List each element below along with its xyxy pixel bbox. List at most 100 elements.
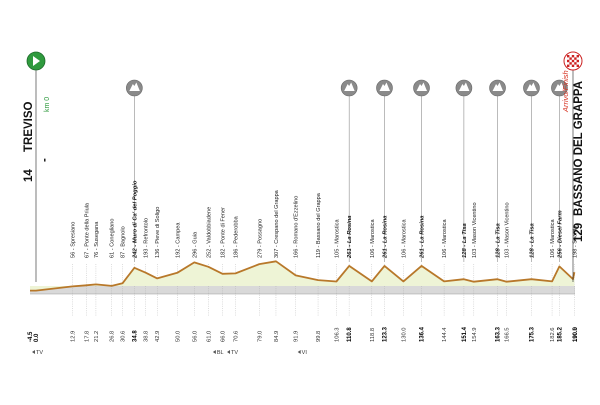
- finish-label: Arrivo/Finish: [561, 70, 570, 113]
- km-label: 151.4: [462, 326, 468, 342]
- checker-cell: [569, 62, 572, 65]
- start-town: TREVISO: [23, 101, 35, 152]
- checker-cell: [571, 64, 575, 67]
- km-label: 21.2: [94, 331, 100, 342]
- waypoint-label: 256 - Diesel Farm: [557, 210, 563, 259]
- km-label: 163.3: [496, 326, 502, 342]
- mountain-icon: [340, 79, 358, 97]
- road-ref-label: TV: [231, 350, 238, 356]
- checker-cell: [567, 55, 570, 58]
- checker-cell: [576, 64, 579, 67]
- checker-cell: [567, 64, 570, 67]
- mountain-icon-shape: [416, 82, 428, 91]
- km-label: 91.9: [294, 331, 300, 342]
- mountain-icon: [376, 79, 393, 97]
- km-label: 110.8: [347, 327, 353, 342]
- km-label: 84.9: [274, 331, 280, 342]
- mountain-icon-shape: [344, 82, 355, 91]
- start-altitude: 14: [23, 169, 35, 182]
- waypoint-label: 103 - Mason Vicentino: [505, 202, 511, 258]
- waypoint-label: 261 - La Rosina: [347, 215, 353, 259]
- waypoint-label: 76 - Susegana: [94, 221, 100, 258]
- waypoint-label: 103 - Mason Vicentino: [472, 202, 478, 258]
- road-ref-label: VI: [302, 350, 308, 356]
- checker-cell: [574, 57, 577, 60]
- checker-cell: [571, 55, 575, 58]
- waypoint-label: 261 - La Rosina: [383, 215, 389, 259]
- mountain-icon-shape: [458, 82, 470, 91]
- km-label: 38.8: [144, 331, 150, 342]
- waypoint-label: 182 - Ponte di Fener: [221, 207, 227, 258]
- km-label: 34.8: [132, 330, 138, 342]
- road-ref-label: TV: [36, 350, 43, 356]
- km-label: 61.0: [206, 331, 212, 342]
- waypoint-label: 106 - Marostica: [442, 219, 448, 258]
- mountain-icon-shape: [526, 82, 537, 91]
- km-label: 70.6: [234, 331, 240, 342]
- base-strip: [30, 286, 575, 294]
- waypoint-label: 166 - Romano d'Ezzelino: [294, 196, 300, 258]
- road-ref-arrow: [32, 350, 35, 354]
- km-label: 17.8: [84, 331, 90, 342]
- km-label: 30.6: [121, 331, 127, 342]
- waypoint-label: 87 - Bagnolo: [121, 226, 127, 258]
- finish-altitude: 129: [573, 223, 585, 242]
- km-label: 136.4: [420, 326, 426, 342]
- waypoint-label: 307 - Crespano del Grappa: [274, 189, 280, 258]
- km-label: 130.0: [401, 327, 407, 342]
- mountain-icon: [523, 79, 540, 97]
- road-ref-arrow: [227, 350, 231, 354]
- mountain-icon: [551, 79, 568, 97]
- km-label: 12.9: [71, 331, 77, 342]
- waypoint-label: 106 - Marostica: [550, 219, 556, 258]
- waypoint-label: 128 - La Tisa: [496, 223, 502, 258]
- km-label: 175.3: [530, 326, 536, 342]
- km-label: 79.0: [257, 331, 263, 342]
- waypoint-label: 296 - Guia: [192, 231, 198, 258]
- km-label: 166.5: [505, 327, 511, 342]
- finish-town: BASSANO DEL GRAPPA: [573, 81, 585, 216]
- profile-line: [30, 260, 576, 292]
- waypoint-label: 252 - Valdobbiadene: [206, 207, 212, 258]
- km0-label: km 0: [44, 97, 51, 112]
- km-label: 99.8: [316, 331, 322, 342]
- waypoint-label: 192 - Campea: [175, 222, 181, 258]
- km-label: 185.2: [557, 326, 563, 342]
- km-label: 123.3: [383, 326, 389, 342]
- waypoint-label: 128 - La Tisa: [462, 223, 468, 258]
- mountain-icon-shape: [129, 82, 140, 91]
- start-dash: -: [39, 158, 51, 162]
- km-label: 144.4: [442, 327, 448, 342]
- waypoint-label: 198 - Soarda: [572, 225, 578, 258]
- waypoint-label: 119 - Bassano del Grappa: [316, 192, 322, 258]
- checker-cell: [567, 59, 570, 63]
- waypoint-label: 67 - Ponte della Priula: [84, 202, 90, 258]
- checker-cell: [576, 59, 579, 63]
- waypoint-label: 105 - Marostica: [334, 219, 340, 258]
- waypoint-label: 186 - Pederobba: [234, 215, 240, 258]
- mountain-icon: [126, 79, 143, 97]
- waypoint-label: 279 - Possagno: [257, 219, 263, 258]
- start-km-label: 0.0: [34, 333, 40, 342]
- checker-cell: [571, 59, 575, 63]
- profile-fill: [30, 261, 575, 291]
- km-label: 154.9: [472, 327, 478, 342]
- mountain-icon: [455, 79, 473, 97]
- pre-km-label: -4.5: [28, 331, 34, 342]
- waypoint-label: 242 - Muro di Ca' del Poggio: [132, 180, 138, 259]
- km-label: 42.9: [155, 331, 161, 342]
- km-label: 190.5: [572, 327, 578, 342]
- waypoint-label: 136 - Pieve di Soligo: [155, 207, 161, 258]
- mountain-icon-shape: [379, 82, 390, 91]
- mountain-icon: [489, 79, 506, 97]
- mountain-icon-shape: [492, 82, 504, 91]
- mountain-icon-shape: [554, 82, 565, 91]
- checker-cell: [574, 62, 577, 65]
- km-label: 26.8: [110, 331, 116, 342]
- road-ref-arrow: [297, 350, 301, 354]
- waypoint-label: 106 - Marostica: [401, 219, 407, 258]
- km-label: 56.0: [192, 331, 198, 342]
- checker-cell: [576, 55, 579, 58]
